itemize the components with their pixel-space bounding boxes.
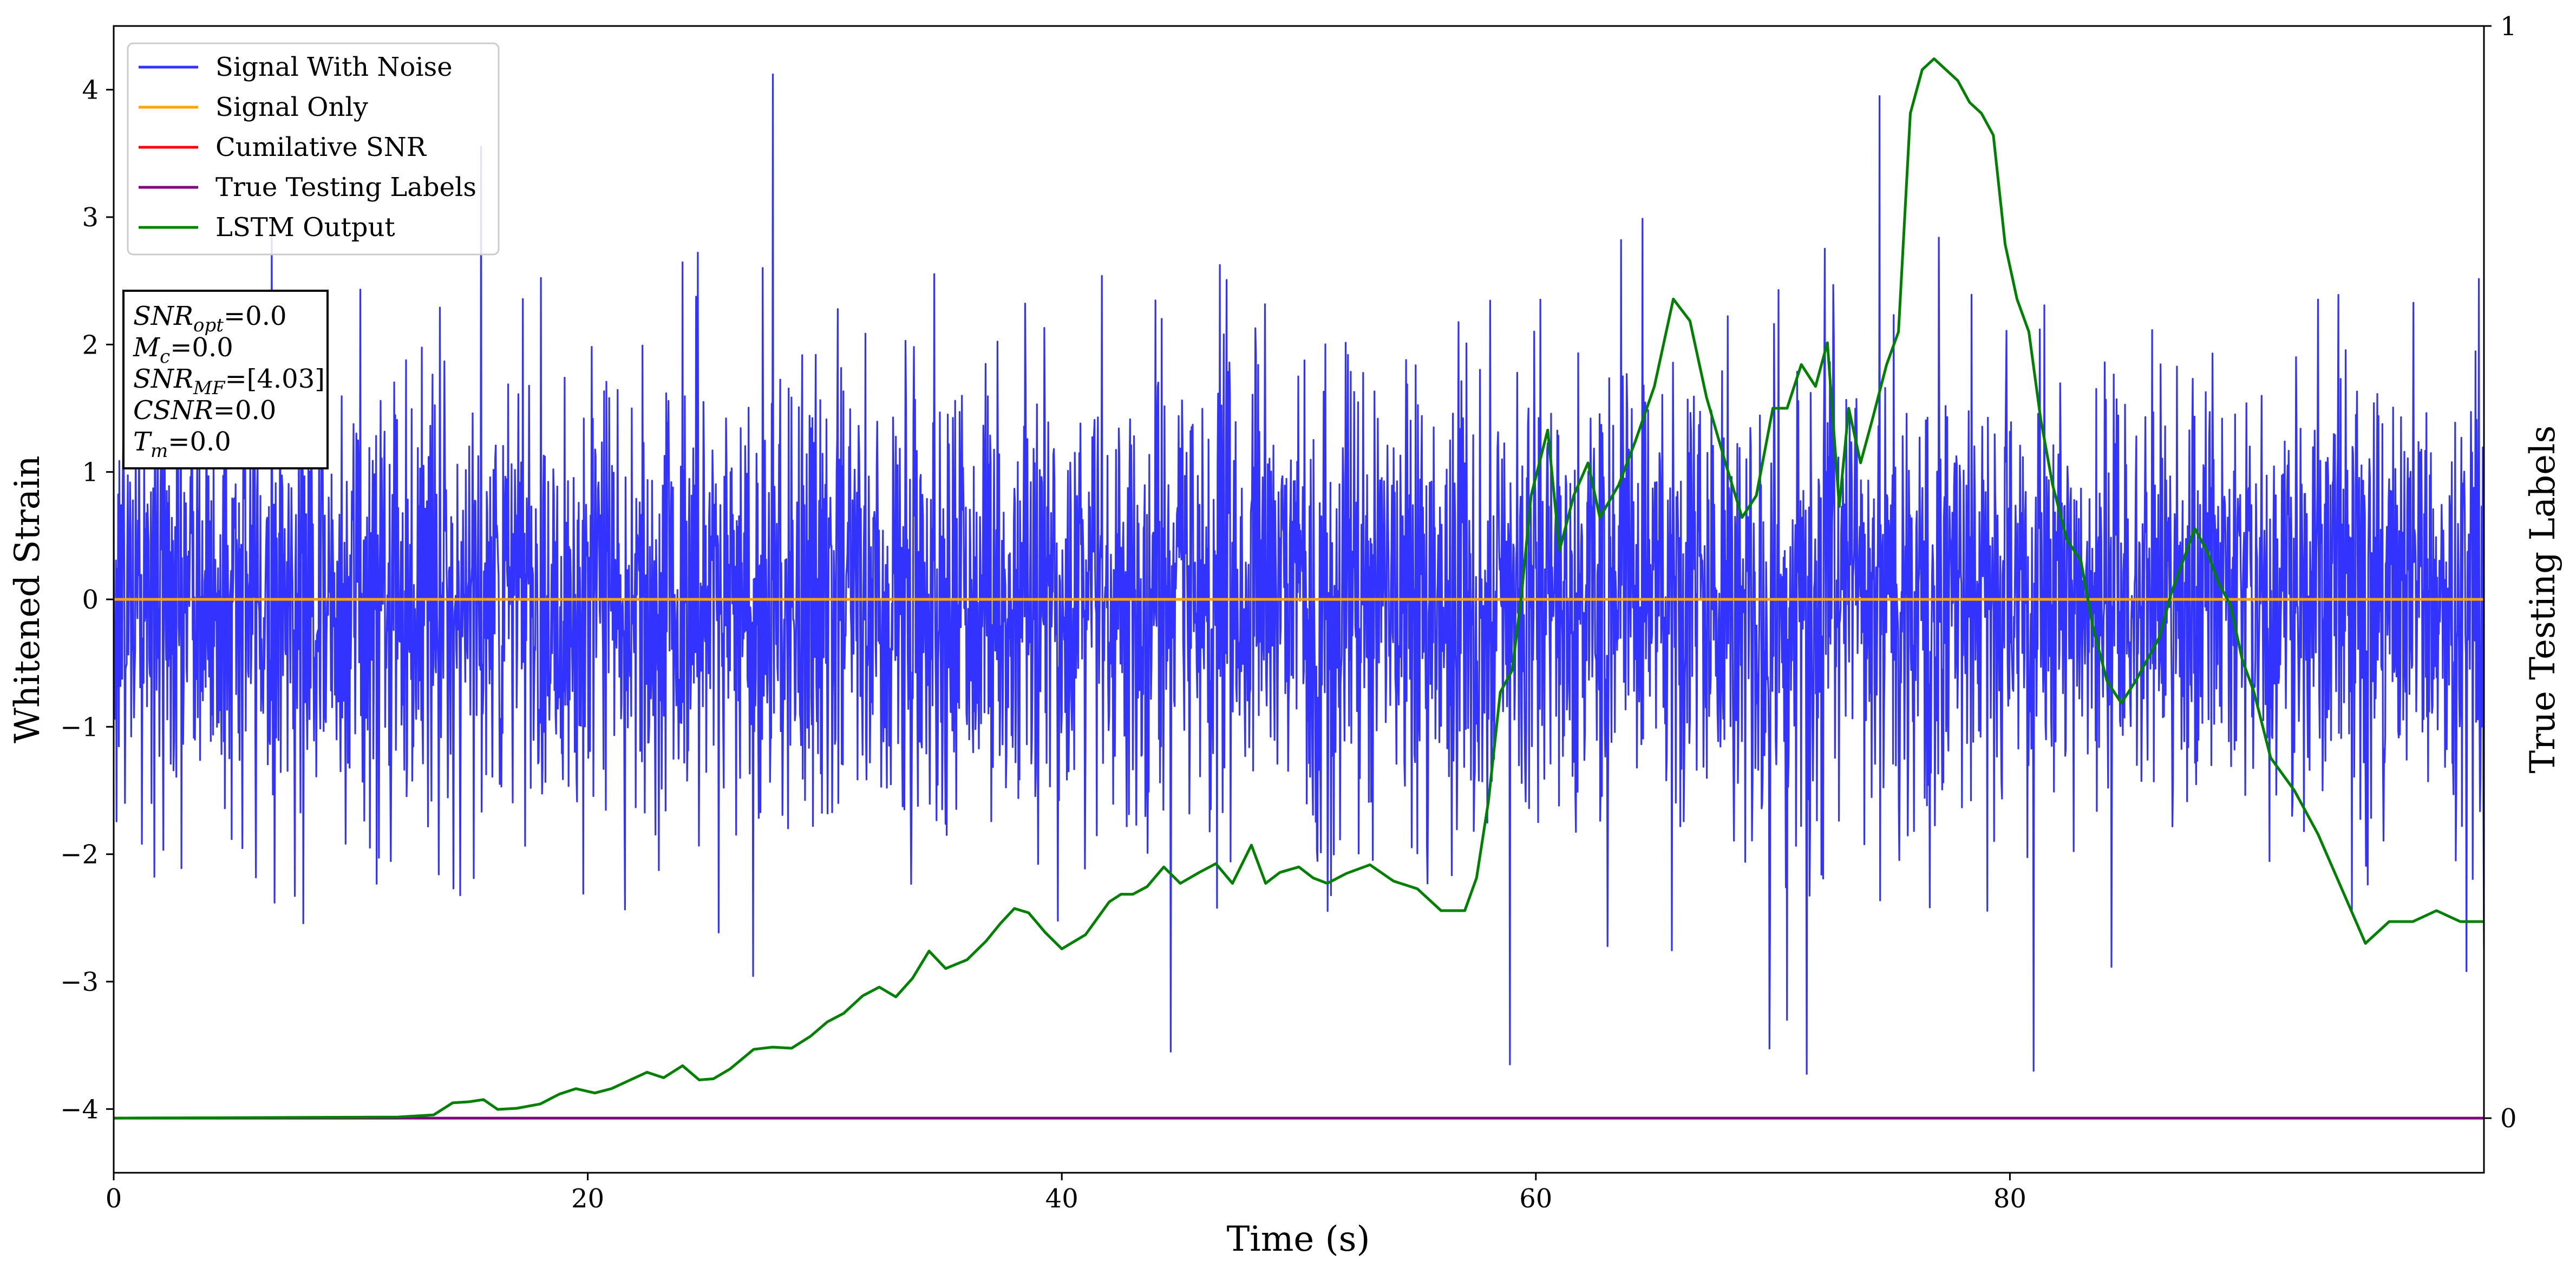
series-line-signal-with-noise <box>114 73 2484 1075</box>
y-tick-label: 2 <box>82 330 99 360</box>
annotation-line: SNRMF=[4.03] <box>133 364 325 399</box>
x-axis: 0 20 40 60 80 <box>106 1173 2026 1214</box>
legend-label: Signal With Noise <box>215 52 453 82</box>
annotation-line: CSNR=0.0 <box>133 395 276 426</box>
x-tick-label: 0 <box>106 1184 122 1214</box>
x-axis-title: Time (s) <box>1227 1219 1370 1259</box>
y-tick-label: −3 <box>60 967 99 997</box>
y-right-tick-label: 0 <box>2500 1103 2517 1134</box>
legend-label: True Testing Labels <box>215 172 476 202</box>
annotation-line: SNRopt=0.0 <box>133 301 287 336</box>
y-tick-label: 3 <box>82 202 99 233</box>
legend-label: LSTM Output <box>215 212 395 243</box>
y-axis-title: Whitened Strain <box>8 455 48 743</box>
annotation-line: Mc=0.0 <box>133 332 233 368</box>
x-tick-label: 80 <box>1993 1184 2026 1214</box>
y-axis-right: 01 <box>2484 11 2517 1134</box>
legend-label: Signal Only <box>215 92 368 122</box>
annotation-frame <box>122 290 329 469</box>
y-tick-label: 1 <box>82 458 99 488</box>
legend: Signal With Noise Signal Only Cumilative S… <box>127 42 500 256</box>
y-tick-label: −1 <box>60 712 99 742</box>
plot-area <box>114 57 2484 1120</box>
series-line-lstm-output <box>114 57 2484 1120</box>
x-tick-label: 20 <box>571 1184 604 1214</box>
y-axis-right-title: True Testing Labels <box>2523 426 2563 774</box>
y-axis-left: −4 −3 −2 −1 0 1 2 3 4 <box>60 75 114 1125</box>
annotation-box: SNRopt=0.0Mc=0.0SNRMF=[4.03]CSNR=0.0Tm=0… <box>122 290 329 469</box>
x-tick-label: 40 <box>1045 1184 1078 1214</box>
y-tick-label: 0 <box>82 585 99 615</box>
y-tick-label: 4 <box>82 75 99 106</box>
y-right-tick-label: 1 <box>2500 11 2517 42</box>
y-tick-label: −2 <box>60 840 99 870</box>
legend-frame <box>127 42 500 256</box>
y-tick-label: −4 <box>60 1094 99 1125</box>
x-tick-label: 60 <box>1519 1184 1552 1214</box>
legend-label: Cumilative SNR <box>215 132 427 162</box>
annotation-line: Tm=0.0 <box>133 427 231 462</box>
